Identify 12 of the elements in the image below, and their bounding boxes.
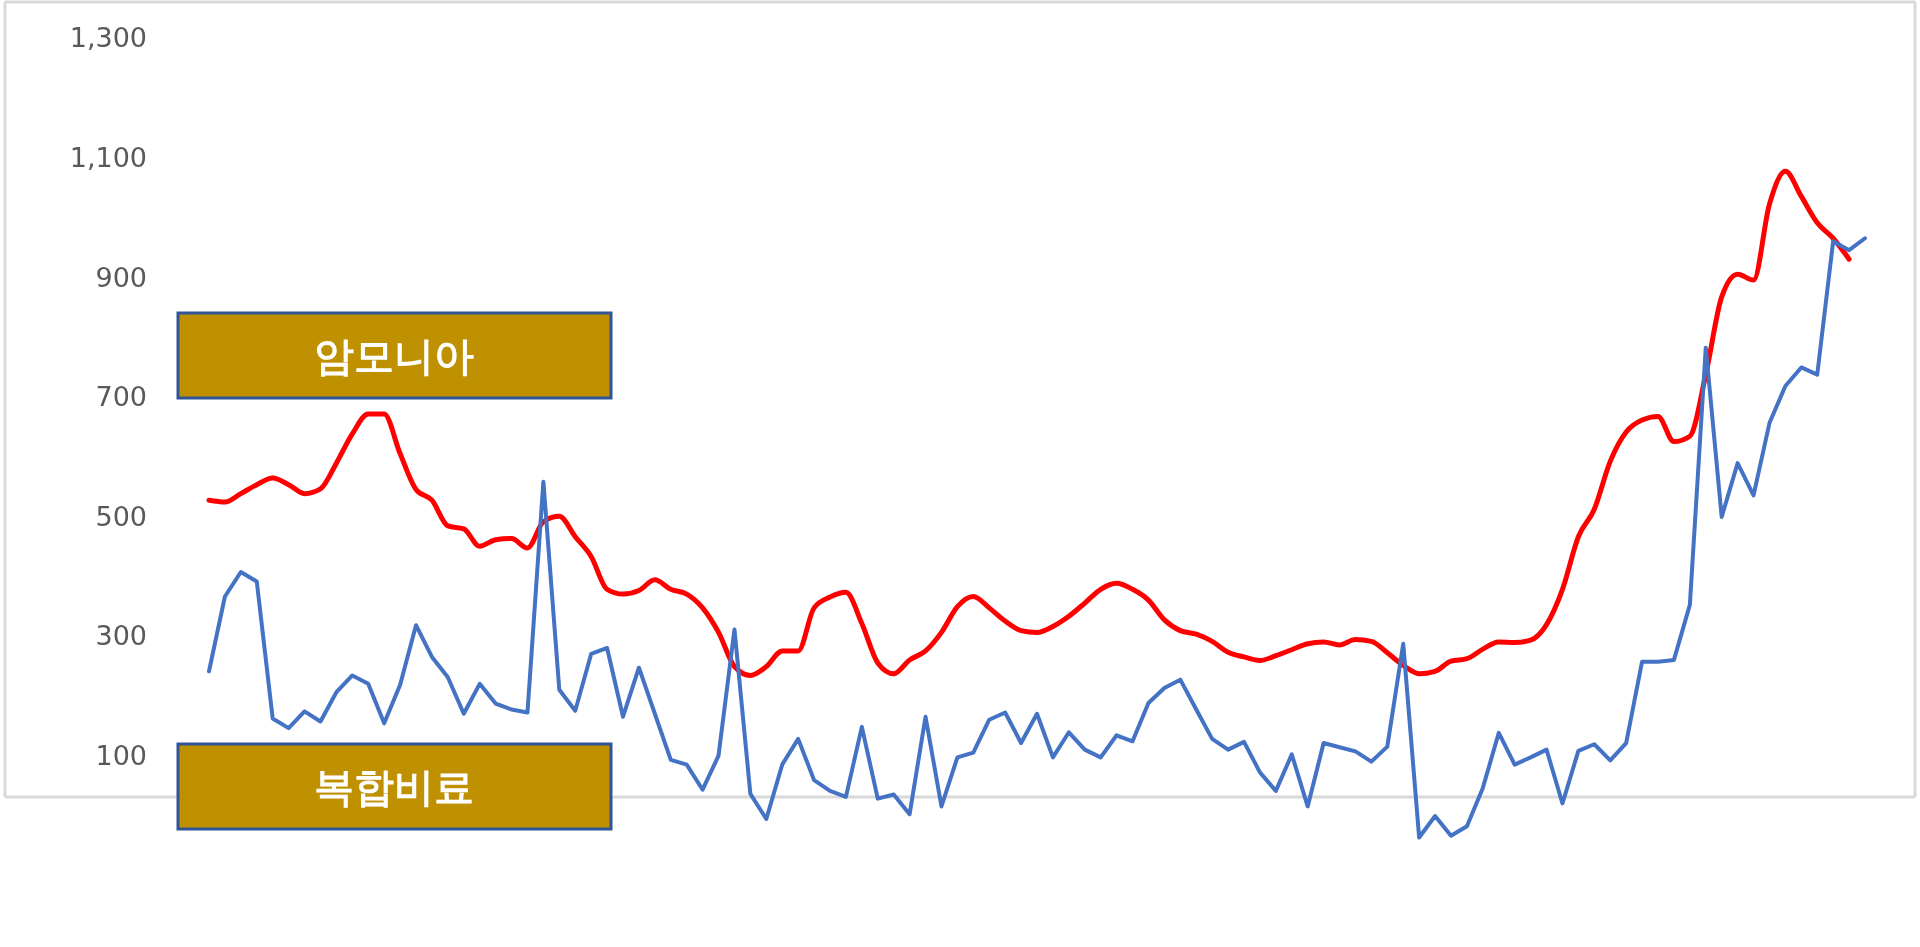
y-tick-label: 1,300: [69, 22, 147, 54]
y-tick-label: 100: [95, 740, 147, 772]
line-series: [207, 236, 1867, 840]
y-tick-label: 300: [95, 620, 147, 652]
y-tick-label: 1,100: [69, 141, 147, 173]
y-tick-label: 700: [95, 381, 147, 413]
series-label: 복합비료: [314, 764, 474, 810]
y-tick-label: 500: [95, 500, 147, 532]
y-tick-label: 900: [95, 261, 147, 293]
label-box: 복합비료: [176, 742, 613, 831]
series-label: 암모니아: [314, 333, 474, 379]
label-box: 암모니아: [176, 311, 613, 400]
